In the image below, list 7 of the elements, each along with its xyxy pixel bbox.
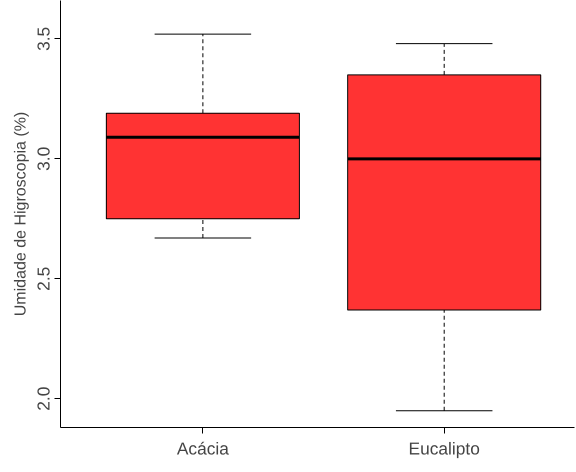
x-tick-label: Eucalipto bbox=[408, 438, 480, 458]
y-tick-label: 3.0 bbox=[34, 146, 54, 171]
x-tick-label: Acácia bbox=[176, 438, 230, 458]
y-tick-label: 2.0 bbox=[34, 386, 54, 411]
y-axis-title: Umidade de Higroscopia (%) bbox=[12, 112, 30, 316]
y-tick-label: 2.5 bbox=[34, 266, 54, 291]
y-tick-label: 3.5 bbox=[34, 26, 54, 51]
